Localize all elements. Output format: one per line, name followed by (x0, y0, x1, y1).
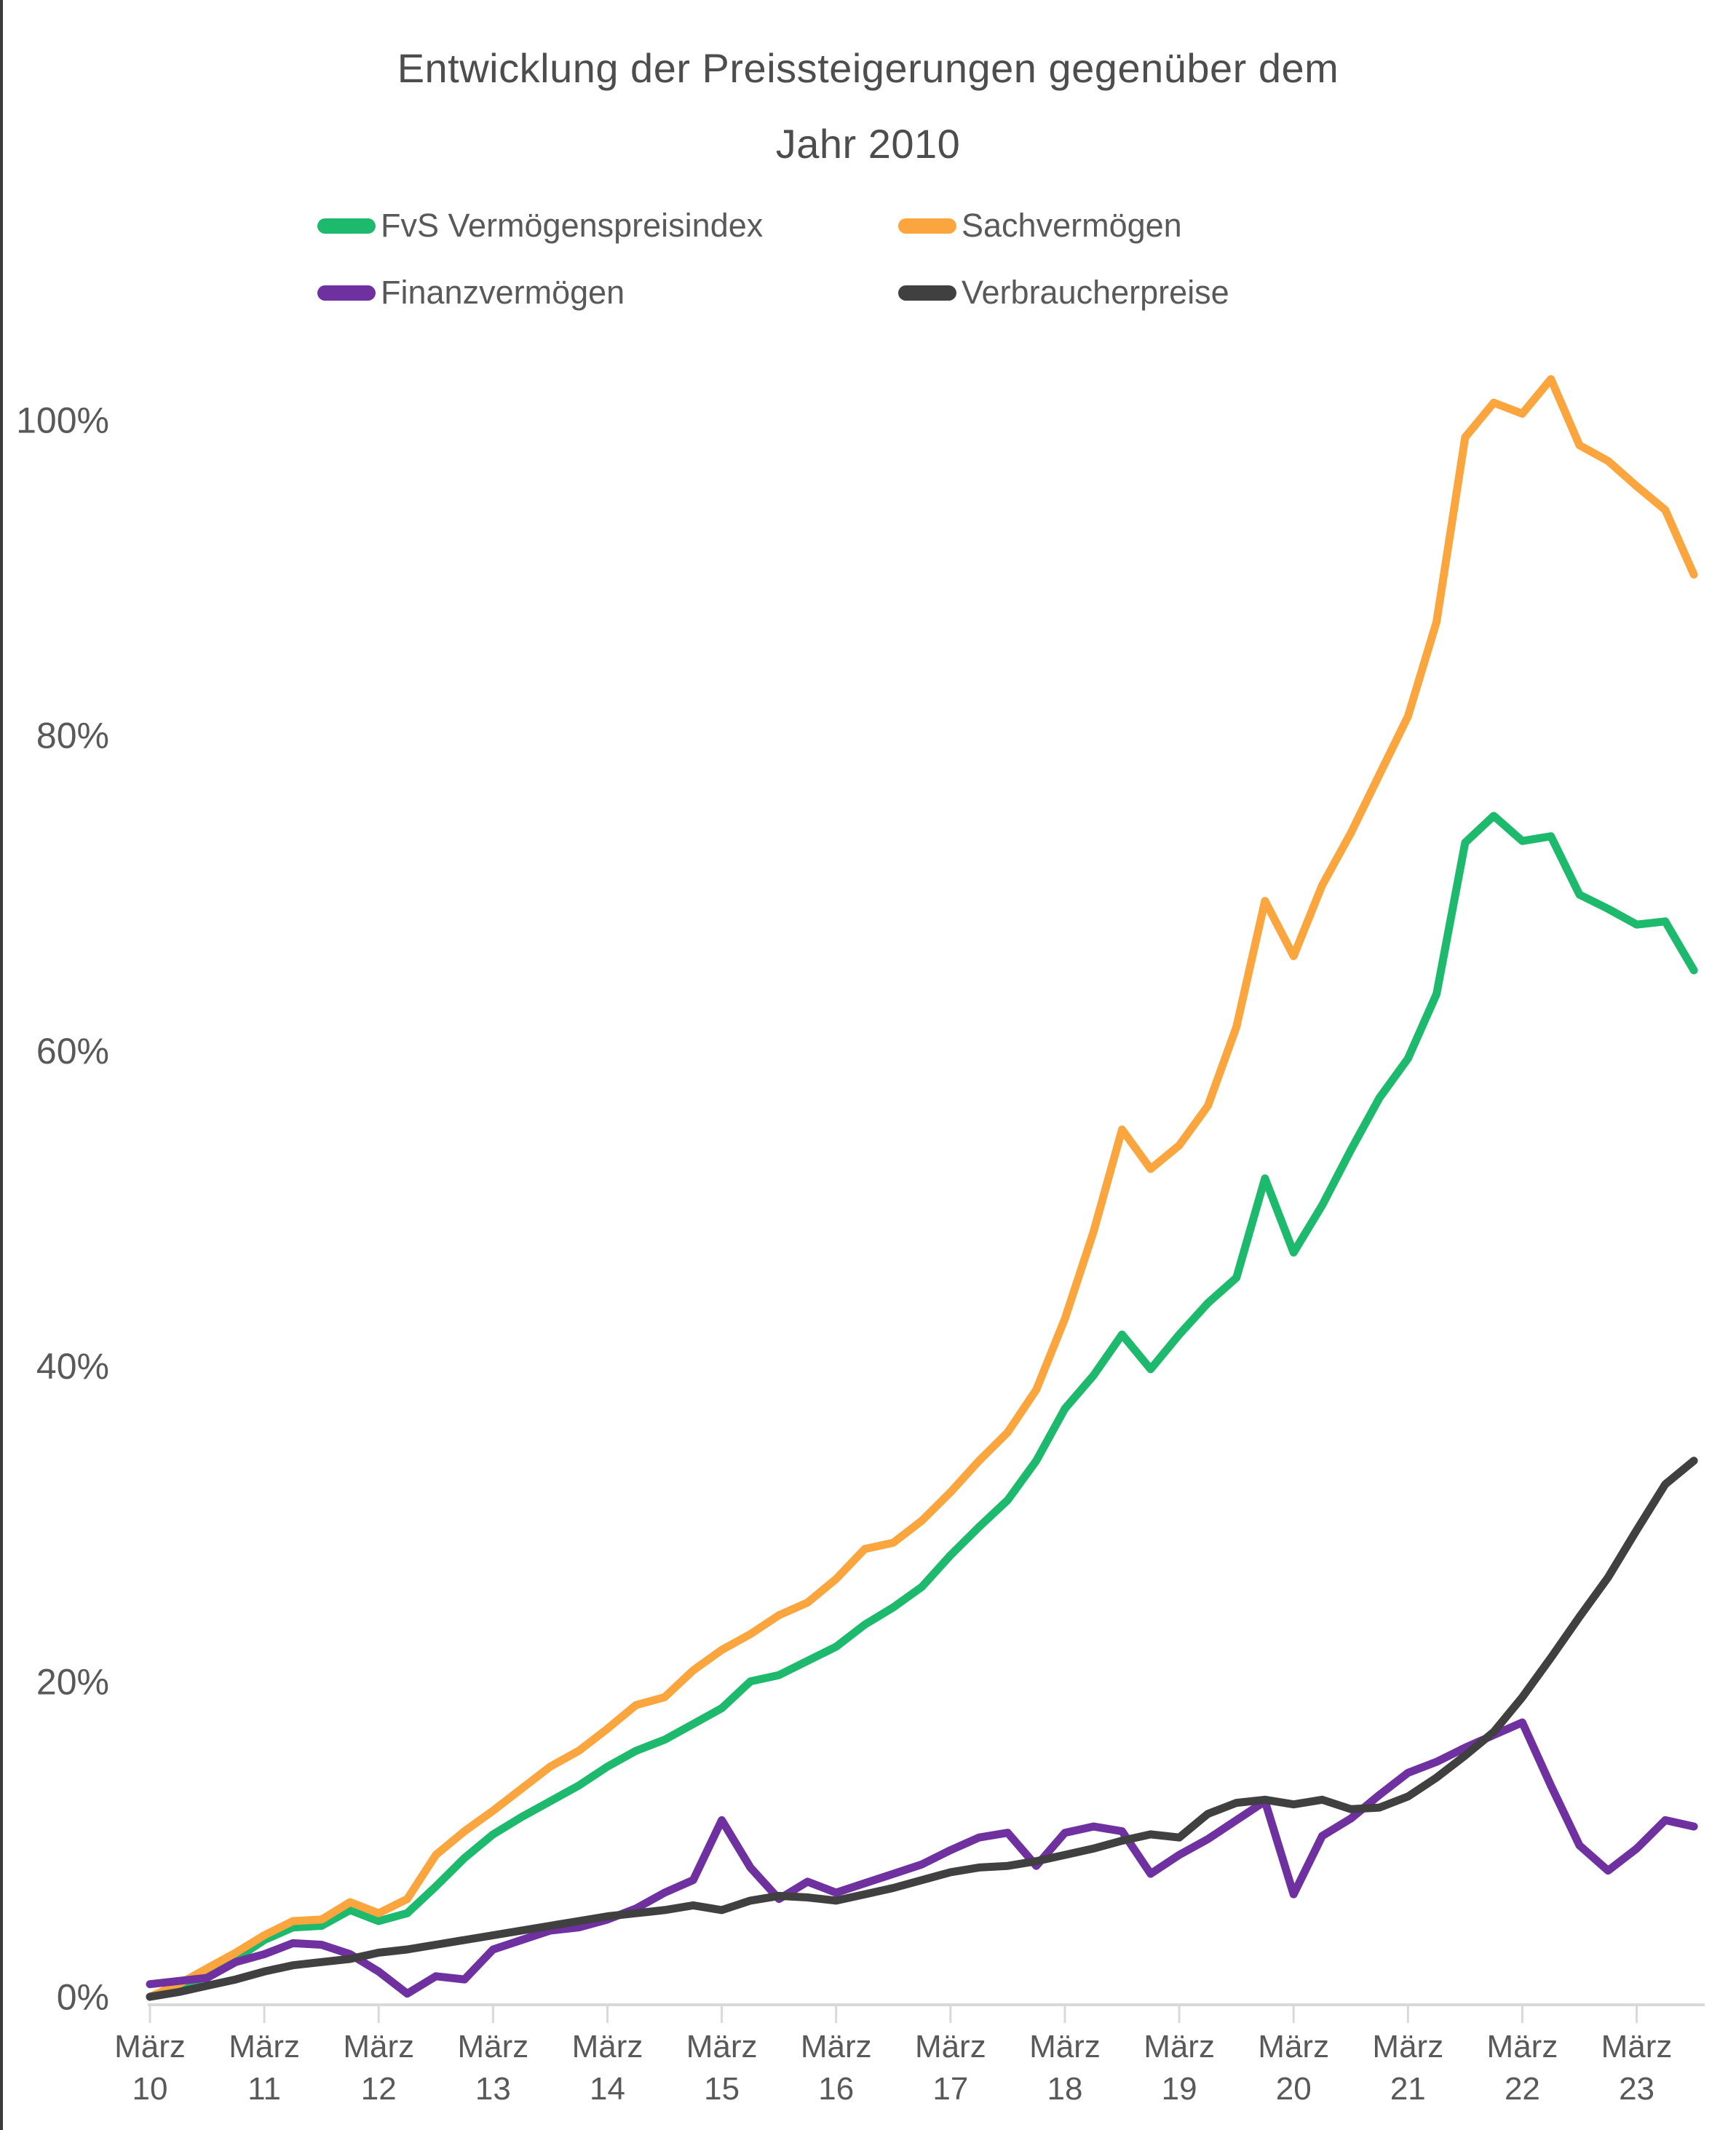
x-axis-tick-label-month: März (1258, 2029, 1329, 2064)
x-axis-tick-label-month: März (114, 2029, 186, 2064)
series-line-verbraucherpreise (146, 1457, 1698, 2001)
y-axis-tick-label: 20% (36, 1661, 109, 1702)
series-line-finanzverm-gen (146, 1718, 1698, 1998)
legend-label-finanzvermoegen: Finanzvermögen (381, 274, 625, 311)
x-axis-tick-label-month: März (1144, 2029, 1215, 2064)
x-axis-tick-label-year: 17 (932, 2071, 968, 2107)
series-line-fvs-verm-genspreisindex (146, 812, 1698, 2001)
legend-item-sachvermoegen: Sachvermögen (898, 207, 1182, 244)
legend-swatch-sachvermoegen (898, 218, 956, 234)
y-axis-tick-label: 40% (36, 1346, 109, 1387)
legend-swatch-verbraucherpreise (898, 285, 956, 301)
x-axis-tick-label-month: März (229, 2029, 300, 2064)
x-axis-tick-label-month: März (343, 2029, 414, 2064)
y-axis-tick-label: 100% (16, 400, 109, 441)
x-axis-tick-label-month: März (1029, 2029, 1101, 2064)
legend-swatch-finanzvermoegen (317, 285, 376, 301)
legend-item-finanzvermoegen: Finanzvermögen (317, 274, 625, 311)
window-left-border (0, 0, 3, 2130)
x-axis-tick-label-month: März (915, 2029, 986, 2064)
x-axis-tick-label-month: März (1601, 2029, 1673, 2064)
legend-item-verbraucherpreise: Verbraucherpreise (898, 274, 1229, 311)
chart-title-line-2: Jahr 2010 (775, 121, 961, 167)
chart-title: Entwicklung der Preissteigerungen gegenü… (0, 31, 1736, 182)
legend-label-sachvermoegen: Sachvermögen (962, 207, 1182, 244)
x-axis-tick-label-year: 23 (1619, 2071, 1654, 2107)
x-axis-tick-label-month: März (572, 2029, 643, 2064)
legend-swatch-fvs-vermoegenspreisindex (317, 218, 376, 234)
x-axis-tick-label-year: 10 (132, 2071, 168, 2107)
x-axis-tick-label-year: 16 (818, 2071, 854, 2107)
x-axis-tick-label-month: März (1372, 2029, 1443, 2064)
x-axis-tick-label-year: 15 (704, 2071, 740, 2107)
x-axis-tick-label-month: März (457, 2029, 528, 2064)
x-axis-tick-label-year: 20 (1276, 2071, 1312, 2107)
x-axis-tick-label-month: März (686, 2029, 758, 2064)
y-axis-tick-label: 80% (36, 716, 109, 756)
x-axis-tick-label-year: 21 (1390, 2071, 1426, 2107)
x-axis-tick-label-year: 12 (361, 2071, 397, 2107)
legend-item-fvs-vermoegenspreisindex: FvS Vermögenspreisindex (317, 207, 763, 244)
chart-title-line-1: Entwicklung der Preissteigerungen gegenü… (397, 45, 1339, 91)
series-line-sachverm-gen (146, 375, 1698, 2001)
legend-label-verbraucherpreise: Verbraucherpreise (962, 274, 1229, 311)
legend-label-fvs-vermoegenspreisindex: FvS Vermögenspreisindex (381, 207, 764, 244)
y-axis-tick-label: 0% (57, 1977, 109, 2018)
x-axis-tick-label-year: 14 (590, 2071, 625, 2107)
x-axis-tick-label-year: 18 (1047, 2071, 1082, 2107)
y-axis-tick-label: 60% (36, 1031, 109, 1072)
x-axis-tick-label-month: März (1487, 2029, 1558, 2064)
x-axis-tick-label-year: 19 (1162, 2071, 1197, 2107)
x-axis-tick-label-year: 22 (1505, 2071, 1540, 2107)
x-axis-tick-label-month: März (801, 2029, 872, 2064)
x-axis-tick-label-year: 11 (247, 2071, 281, 2107)
x-axis-tick-label-year: 13 (475, 2071, 511, 2107)
